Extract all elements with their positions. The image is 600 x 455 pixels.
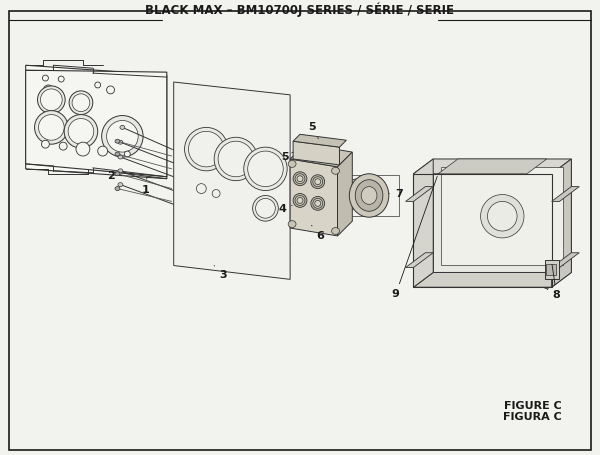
Text: 3: 3 [214, 266, 227, 280]
Ellipse shape [38, 115, 64, 140]
Ellipse shape [313, 198, 323, 208]
Ellipse shape [297, 197, 303, 203]
Ellipse shape [69, 91, 93, 115]
Ellipse shape [40, 89, 62, 111]
Polygon shape [551, 253, 579, 268]
Ellipse shape [120, 126, 125, 129]
Polygon shape [290, 144, 352, 167]
Ellipse shape [295, 196, 305, 205]
Ellipse shape [196, 184, 206, 193]
Polygon shape [551, 159, 571, 287]
Text: 2: 2 [107, 171, 120, 181]
Ellipse shape [212, 190, 220, 197]
Ellipse shape [107, 86, 115, 94]
Ellipse shape [311, 175, 325, 188]
Text: 5: 5 [281, 152, 293, 162]
Ellipse shape [76, 142, 90, 156]
Polygon shape [413, 159, 571, 174]
Polygon shape [173, 82, 290, 279]
Ellipse shape [332, 228, 340, 234]
Ellipse shape [293, 172, 307, 186]
Text: 5: 5 [308, 122, 319, 139]
Polygon shape [26, 65, 167, 179]
Polygon shape [347, 179, 357, 210]
Ellipse shape [58, 76, 64, 82]
Ellipse shape [115, 139, 120, 143]
Ellipse shape [214, 137, 257, 181]
Ellipse shape [35, 111, 68, 144]
Ellipse shape [185, 127, 228, 171]
Polygon shape [413, 273, 571, 287]
Ellipse shape [107, 121, 138, 152]
Polygon shape [293, 134, 346, 147]
FancyBboxPatch shape [9, 11, 591, 450]
Ellipse shape [64, 115, 98, 148]
Ellipse shape [311, 197, 325, 210]
Ellipse shape [332, 167, 340, 174]
Ellipse shape [115, 172, 120, 176]
Ellipse shape [118, 182, 123, 187]
Ellipse shape [315, 200, 321, 206]
Polygon shape [406, 253, 433, 268]
Polygon shape [406, 187, 433, 202]
Ellipse shape [188, 131, 224, 167]
Polygon shape [433, 159, 571, 273]
Text: 4: 4 [278, 204, 292, 214]
Bar [545, 260, 559, 279]
Polygon shape [413, 159, 433, 287]
Text: 9: 9 [392, 177, 437, 299]
Ellipse shape [115, 187, 120, 191]
Text: 6: 6 [311, 225, 323, 241]
Ellipse shape [293, 193, 307, 207]
Ellipse shape [295, 174, 305, 184]
Ellipse shape [218, 141, 254, 177]
Ellipse shape [288, 161, 296, 167]
Ellipse shape [59, 142, 67, 150]
Ellipse shape [118, 169, 123, 173]
Polygon shape [337, 152, 352, 236]
Text: BLACK MAX – BM10700J SERIES / SÉRIE / SERIE: BLACK MAX – BM10700J SERIES / SÉRIE / SE… [145, 2, 455, 17]
Text: FIGURA C: FIGURA C [503, 412, 562, 422]
Ellipse shape [288, 221, 296, 228]
Ellipse shape [98, 146, 107, 156]
Ellipse shape [315, 179, 321, 185]
Ellipse shape [41, 140, 49, 148]
Ellipse shape [38, 86, 65, 114]
Ellipse shape [297, 176, 303, 182]
Ellipse shape [313, 177, 323, 187]
Ellipse shape [248, 151, 283, 187]
Ellipse shape [256, 198, 275, 218]
Polygon shape [438, 159, 547, 174]
Ellipse shape [43, 75, 49, 81]
Ellipse shape [101, 116, 143, 157]
Polygon shape [290, 159, 337, 236]
Polygon shape [551, 187, 579, 202]
Ellipse shape [124, 151, 130, 157]
Ellipse shape [95, 82, 101, 88]
Ellipse shape [115, 152, 120, 156]
Text: FIGURE C: FIGURE C [504, 400, 562, 410]
Text: 1: 1 [141, 177, 149, 195]
Ellipse shape [481, 194, 524, 238]
Ellipse shape [72, 94, 90, 111]
Bar [546, 263, 556, 275]
Ellipse shape [253, 196, 278, 221]
Polygon shape [293, 141, 340, 165]
Text: 8: 8 [552, 264, 560, 300]
Text: 7: 7 [389, 188, 403, 198]
Polygon shape [26, 70, 167, 177]
Ellipse shape [361, 187, 377, 204]
Ellipse shape [349, 174, 389, 217]
Ellipse shape [118, 155, 123, 159]
Ellipse shape [68, 118, 94, 144]
Ellipse shape [487, 202, 517, 231]
Ellipse shape [43, 85, 53, 95]
Ellipse shape [355, 180, 383, 211]
Ellipse shape [118, 140, 123, 144]
Bar [441, 167, 563, 264]
Ellipse shape [244, 147, 287, 191]
